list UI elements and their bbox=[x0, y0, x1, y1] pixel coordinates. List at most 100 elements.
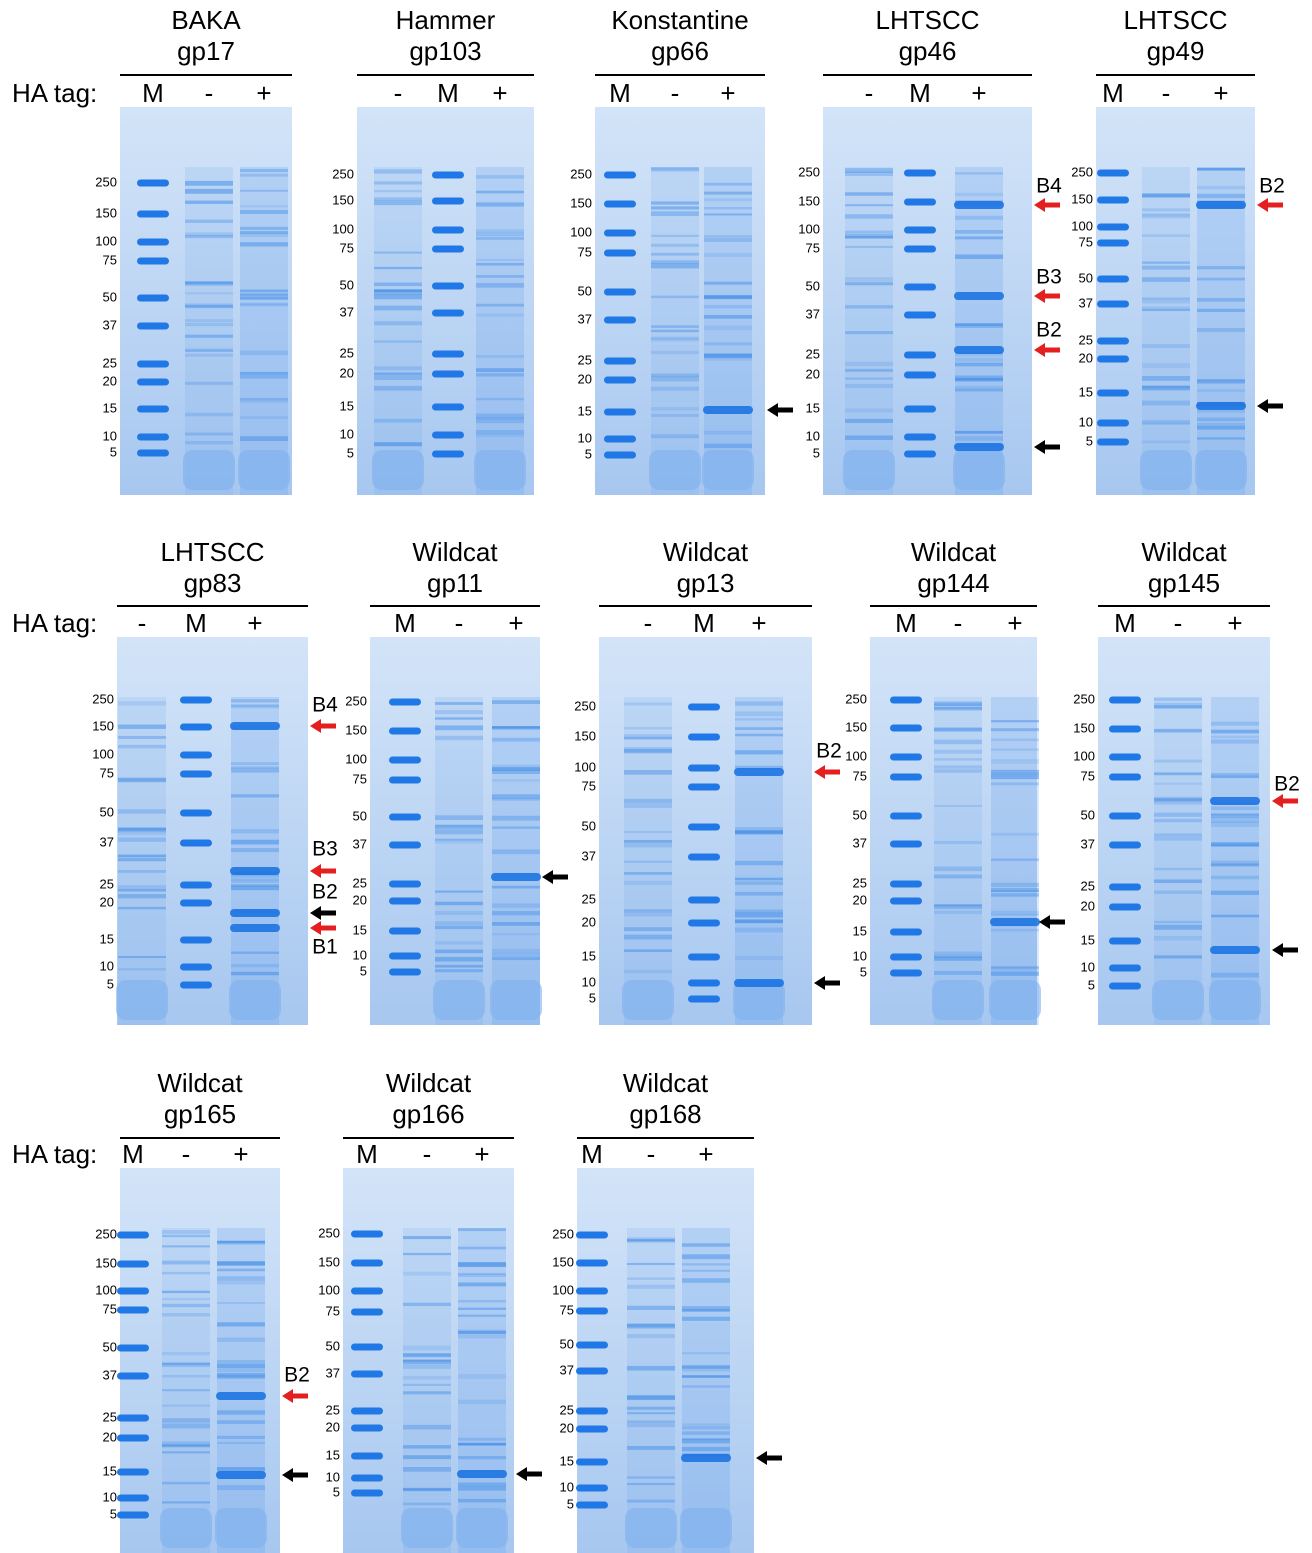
marker-label: 15 bbox=[340, 398, 354, 413]
sample-band bbox=[403, 1445, 451, 1448]
marker-band bbox=[604, 377, 636, 384]
marker-band bbox=[688, 824, 720, 831]
induced-band bbox=[230, 867, 280, 875]
marker-band bbox=[688, 980, 720, 987]
arrow-label: B1 bbox=[312, 936, 338, 959]
marker-band bbox=[137, 406, 169, 413]
sample-band bbox=[403, 1303, 451, 1306]
sample-band bbox=[651, 377, 699, 382]
sample-band bbox=[845, 331, 893, 334]
sample-band bbox=[735, 727, 783, 730]
sample-band bbox=[162, 1375, 210, 1377]
sample-band bbox=[435, 830, 483, 834]
marker-band bbox=[180, 697, 212, 704]
sample-band bbox=[231, 829, 279, 833]
sample-band bbox=[627, 1500, 675, 1503]
sample-band bbox=[651, 235, 699, 237]
sample-band bbox=[1154, 936, 1202, 940]
sample-band bbox=[435, 969, 483, 972]
marker-band bbox=[432, 310, 464, 317]
marker-band bbox=[1097, 240, 1129, 247]
gel-panel: Wildcatgp11M-+250150100755037252015105 bbox=[345, 537, 568, 1025]
sample-band bbox=[651, 338, 699, 342]
induced-band bbox=[491, 873, 541, 881]
sample-band bbox=[651, 201, 699, 204]
sample-band bbox=[458, 1456, 506, 1459]
sample-band bbox=[624, 970, 672, 973]
sample-band bbox=[435, 941, 483, 944]
sample-band bbox=[627, 1476, 675, 1478]
induced-band bbox=[954, 201, 1004, 209]
marker-band bbox=[432, 172, 464, 179]
marker-label: 50 bbox=[100, 804, 114, 819]
sample-band bbox=[704, 238, 752, 242]
sample-band bbox=[627, 1483, 675, 1485]
marker-label: 20 bbox=[103, 1429, 117, 1444]
sample-band bbox=[1211, 891, 1259, 895]
panel-title: Wildcat bbox=[663, 537, 749, 567]
lane-label: + bbox=[508, 608, 523, 638]
sample-band bbox=[934, 707, 982, 709]
sample-band bbox=[1211, 736, 1259, 738]
panel-subtitle: gp165 bbox=[164, 1099, 236, 1129]
marker-label: 20 bbox=[806, 366, 820, 381]
sample-band bbox=[955, 323, 1003, 326]
sample-band bbox=[492, 826, 540, 828]
panel-title: Wildcat bbox=[623, 1068, 709, 1098]
sample-band bbox=[624, 702, 672, 705]
sample-band bbox=[492, 949, 540, 953]
lane-label: M bbox=[909, 78, 931, 108]
marker-band bbox=[688, 784, 720, 791]
sample-band bbox=[991, 833, 1039, 836]
sample-band bbox=[682, 1352, 730, 1354]
marker-band bbox=[904, 406, 936, 413]
marker-band bbox=[351, 1344, 383, 1351]
sample-band bbox=[735, 878, 783, 881]
sample-band bbox=[492, 957, 540, 960]
sample-band bbox=[162, 1298, 210, 1300]
sample-band bbox=[991, 772, 1039, 775]
sample-band bbox=[403, 1467, 451, 1472]
marker-label: 10 bbox=[103, 1489, 117, 1504]
sample-band bbox=[476, 229, 524, 232]
marker-band bbox=[904, 312, 936, 319]
marker-band bbox=[1109, 884, 1141, 891]
marker-band bbox=[117, 1232, 149, 1239]
marker-label: 150 bbox=[95, 1255, 117, 1270]
sample-band bbox=[651, 387, 699, 391]
lane-label: + bbox=[233, 1139, 248, 1169]
sample-band bbox=[492, 886, 540, 889]
sample-band bbox=[991, 914, 1039, 916]
sample-band bbox=[118, 889, 166, 891]
sample-band bbox=[435, 965, 483, 968]
sample-band bbox=[374, 372, 422, 375]
sample-band bbox=[476, 398, 524, 401]
marker-band bbox=[604, 230, 636, 237]
marker-label: 15 bbox=[100, 931, 114, 946]
sample-band bbox=[845, 305, 893, 308]
panel-subtitle: gp103 bbox=[409, 36, 481, 66]
marker-label: 37 bbox=[100, 834, 114, 849]
sample-band bbox=[704, 192, 752, 195]
sample-band bbox=[1154, 703, 1202, 708]
sample-band bbox=[403, 1503, 451, 1506]
marker-label: 20 bbox=[100, 894, 114, 909]
marker-label: 15 bbox=[326, 1447, 340, 1462]
sample-band bbox=[458, 1374, 506, 1379]
marker-label: 75 bbox=[103, 1301, 117, 1316]
sample-band bbox=[374, 283, 422, 286]
lane-smear bbox=[682, 1228, 730, 1553]
sample-band bbox=[845, 192, 893, 196]
sample-band bbox=[1197, 437, 1245, 439]
sample-band bbox=[934, 841, 982, 844]
sample-band bbox=[374, 366, 422, 370]
marker-label: 75 bbox=[353, 771, 367, 786]
sample-band bbox=[240, 372, 288, 375]
sample-band bbox=[735, 861, 783, 865]
lane-smear bbox=[1154, 697, 1202, 1025]
induced-band bbox=[734, 979, 784, 987]
marker-band bbox=[688, 920, 720, 927]
arrow bbox=[516, 1467, 542, 1481]
sample-band bbox=[476, 314, 524, 317]
marker-band bbox=[1097, 224, 1129, 231]
